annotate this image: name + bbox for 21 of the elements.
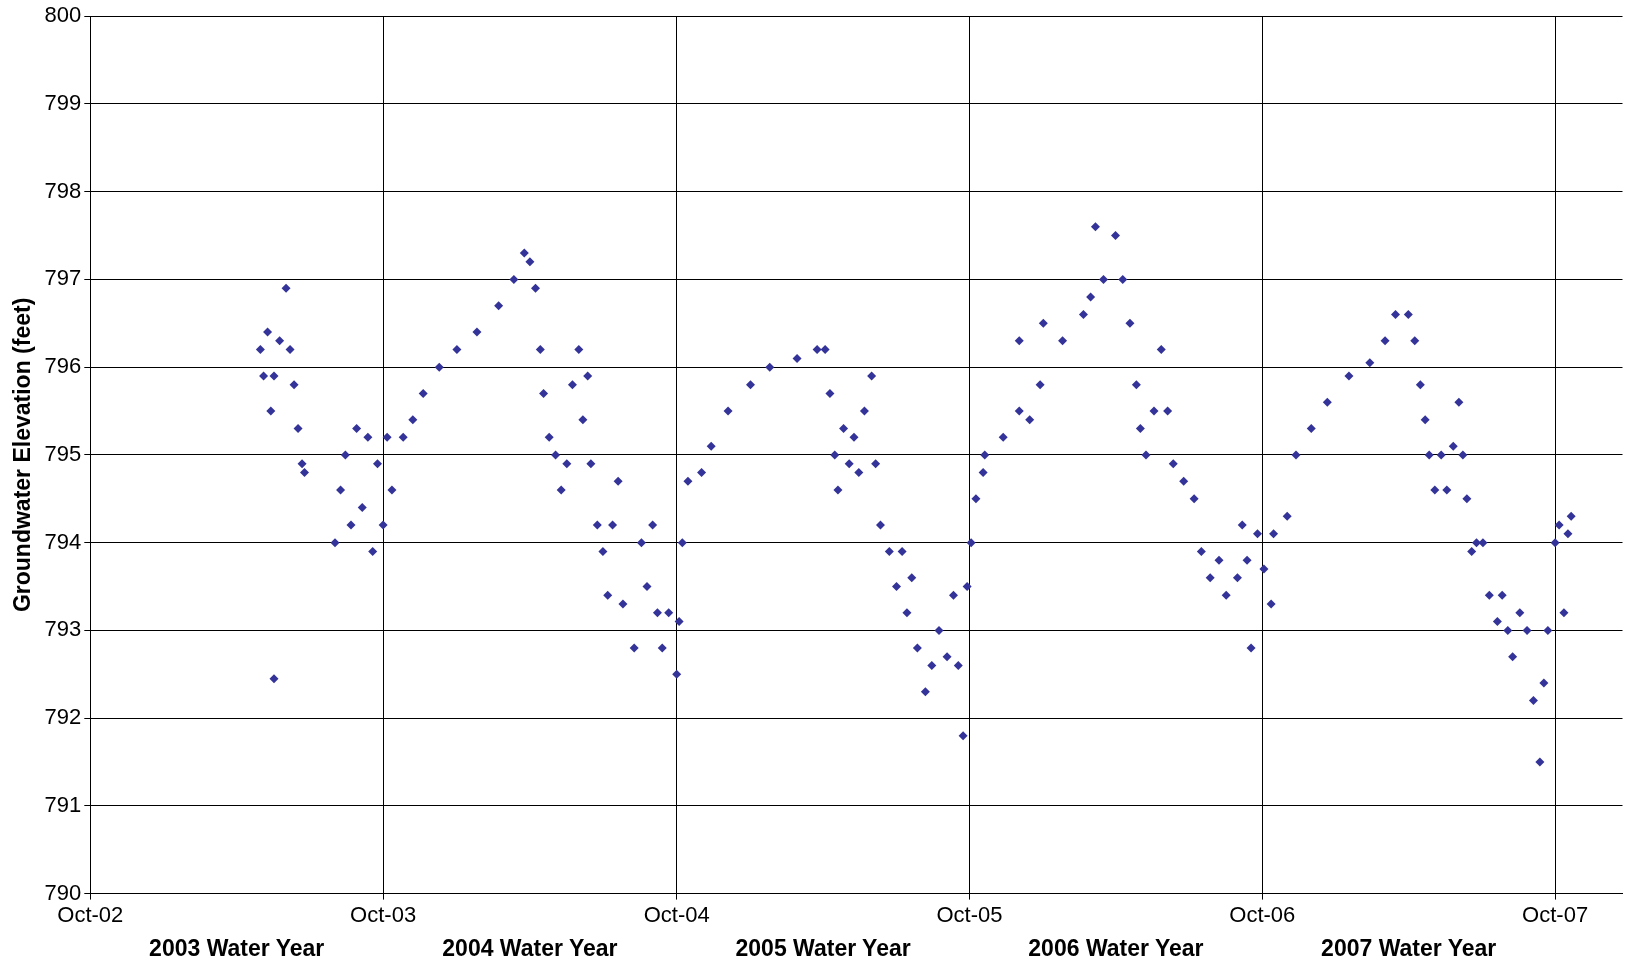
text: 2007 Water Year [1321, 934, 1497, 961]
x-tick-label: Oct-07 [1522, 901, 1589, 927]
y-tick-label: 793 [44, 616, 82, 642]
y-tick-label: 799 [44, 90, 82, 115]
x-tick-label: Oct-03 [350, 901, 417, 927]
y-axis-title: Groundwater Elevation (feet) [9, 297, 36, 613]
y-tick-label: 796 [44, 353, 82, 379]
y-tick-label: 797 [44, 265, 82, 291]
x-tick-label: Oct-06 [1229, 901, 1296, 927]
y-tick-label: 791 [44, 791, 82, 817]
y-tick-label: 795 [44, 440, 82, 466]
x-tick-label: Oct-04 [643, 901, 710, 927]
x-tick-label: Oct-05 [936, 901, 1003, 927]
y-tick-label: 798 [44, 177, 82, 203]
text: 2003 Water Year [149, 934, 325, 961]
y-tick-label: 800 [44, 2, 82, 28]
y-tick-label: 792 [44, 704, 82, 730]
text: 2004 Water Year [442, 934, 618, 961]
text: 2005 Water Year [735, 934, 911, 961]
text: 2006 Water Year [1028, 934, 1204, 961]
y-tick-label: 794 [44, 528, 82, 554]
